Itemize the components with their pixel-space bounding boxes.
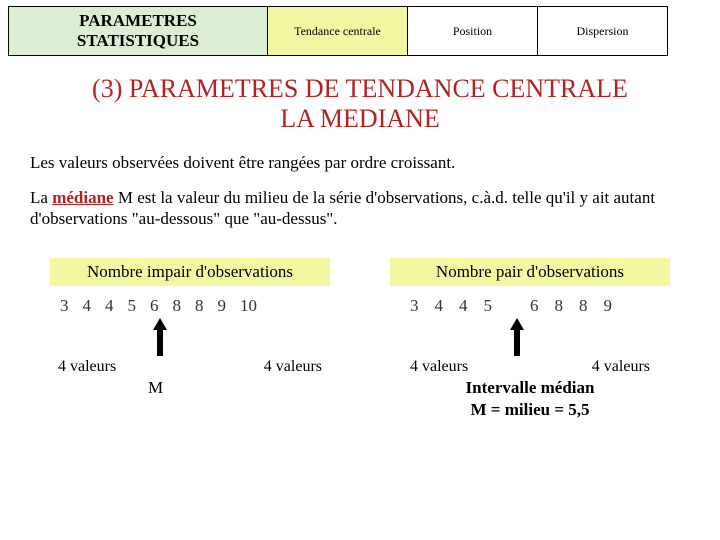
- odd-arrow-area: [30, 318, 350, 360]
- num: 5: [128, 296, 137, 316]
- even-right-label: 4 valeurs: [592, 358, 650, 376]
- odd-left-label: 4 valeurs: [58, 358, 116, 376]
- num: 8: [195, 296, 204, 316]
- num: 3: [60, 296, 69, 316]
- even-numbers: 3 4 4 5 6 8 8 9: [370, 296, 690, 316]
- odd-diagram: Nombre impair d'observations 3 4 4 5 6 8…: [30, 258, 350, 420]
- num: 4: [459, 296, 468, 316]
- num: 4: [105, 296, 114, 316]
- num: 4: [435, 296, 444, 316]
- title-line2: LA MEDIANE: [280, 104, 440, 133]
- num: 6: [150, 296, 159, 316]
- num: 4: [83, 296, 92, 316]
- paragraph-2: La médiane M est la valeur du milieu de …: [30, 187, 690, 230]
- title-line1: (3) PARAMETRES DE TENDANCE CENTRALE: [92, 74, 628, 103]
- up-arrow-icon: [510, 318, 524, 356]
- num: 8: [579, 296, 588, 316]
- odd-right-label: 4 valeurs: [264, 358, 322, 376]
- odd-header: Nombre impair d'observations: [50, 258, 330, 286]
- even-left-label: 4 valeurs: [410, 358, 468, 376]
- even-interval2: M = milieu = 5,5: [370, 400, 690, 420]
- num: 9: [218, 296, 227, 316]
- diagrams-container: Nombre impair d'observations 3 4 4 5 6 8…: [0, 258, 720, 420]
- top-navigation: PARAMETRES STATISTIQUES Tendance central…: [0, 0, 720, 60]
- num: 3: [410, 296, 419, 316]
- para2-prefix: La: [30, 188, 52, 207]
- odd-numbers: 3 4 4 5 6 8 8 9 10: [30, 296, 350, 316]
- tab-tendance-centrale[interactable]: Tendance centrale: [268, 6, 408, 56]
- even-arrow-area: [370, 318, 690, 360]
- tab-position[interactable]: Position: [408, 6, 538, 56]
- odd-m-label: M: [148, 378, 163, 398]
- up-arrow-icon: [153, 318, 167, 356]
- gap: [508, 296, 514, 316]
- num: 5: [484, 296, 493, 316]
- even-diagram: Nombre pair d'observations 3 4 4 5 6 8 8…: [370, 258, 690, 420]
- odd-labels: 4 valeurs 4 valeurs: [30, 358, 350, 376]
- para2-rest: M est la valeur du milieu de la série d'…: [30, 188, 655, 228]
- paragraph-1: Les valeurs observées doivent être rangé…: [30, 152, 690, 173]
- topbar-main-label: PARAMETRES STATISTIQUES: [8, 6, 268, 56]
- num: 6: [530, 296, 539, 316]
- tab-dispersion[interactable]: Dispersion: [538, 6, 668, 56]
- even-interval1: Intervalle médian: [370, 378, 690, 398]
- even-header: Nombre pair d'observations: [390, 258, 670, 286]
- num: 9: [604, 296, 613, 316]
- num: 8: [173, 296, 182, 316]
- num: 8: [555, 296, 564, 316]
- even-labels: 4 valeurs 4 valeurs: [370, 358, 690, 376]
- num: 10: [240, 296, 257, 316]
- mediane-keyword: médiane: [52, 188, 113, 207]
- page-title: (3) PARAMETRES DE TENDANCE CENTRALE LA M…: [30, 74, 690, 134]
